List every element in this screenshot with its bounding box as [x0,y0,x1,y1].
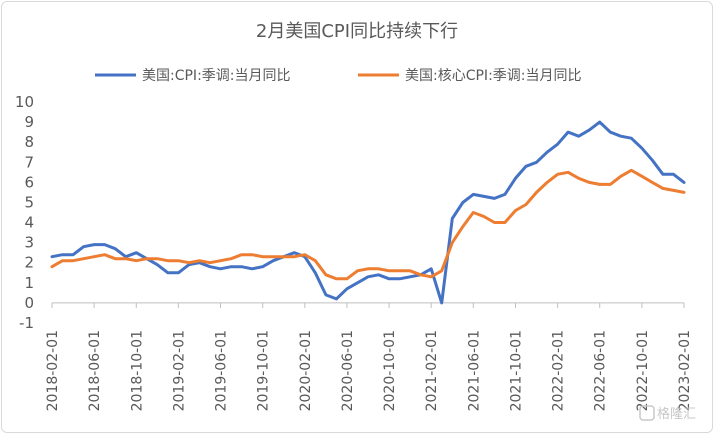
y-tick-label: 10 [15,93,34,111]
x-tick-label: 2018-10-01 [129,330,145,411]
x-tick-label: 2019-10-01 [256,330,272,411]
y-axis: -1 0 1 2 3 4 5 6 7 8 9 10 [15,93,34,332]
y-tick-label: 7 [24,153,34,171]
y-tick-label: 4 [24,214,34,232]
watermark-logo-icon [639,405,655,421]
watermark-text: 格隆汇 [657,406,696,422]
y-tick-label: 5 [24,193,34,211]
y-tick-label: 2 [24,254,34,272]
x-tick-label: 2020-02-01 [298,330,314,411]
x-tick-label: 2018-06-01 [87,330,103,411]
legend: 美国:CPI:季调:当月同比 美国:核心CPI:季调:当月同比 [95,68,582,84]
y-tick-label: -1 [19,314,34,332]
x-tick-label: 2021-10-01 [508,330,524,411]
x-tick-label: 2022-06-01 [593,330,609,411]
x-tick-label: 2021-06-01 [466,330,482,411]
x-axis: 2018-02-01 2018-06-01 2018-10-01 2019-02-01… [45,302,693,411]
x-tick-label: 2022-02-01 [551,330,567,411]
legend-label-core-cpi: 美国:核心CPI:季调:当月同比 [405,68,582,84]
x-tick-label: 2019-06-01 [214,330,230,411]
x-tick-label: 2019-02-01 [171,330,187,411]
cpi-series-line [50,120,686,305]
legend-label-cpi: 美国:CPI:季调:当月同比 [142,68,291,84]
x-tick-label: 2020-10-01 [382,330,398,411]
watermark: 格隆汇 [639,405,696,422]
x-tick-label: 2022-10-01 [635,330,651,411]
y-tick-label: 8 [24,133,34,151]
y-tick-label: 3 [24,234,34,252]
series-lines [50,120,686,305]
y-tick-label: 6 [24,173,34,191]
x-tick-label: 2023-02-01 [677,330,693,411]
chart-title: 2月美国CPI同比持续下行 [256,21,458,42]
x-tick-label: 2021-02-01 [424,330,440,411]
x-tick-label: 2020-06-01 [340,330,356,411]
y-tick-label: 9 [24,113,34,131]
y-tick-label: 0 [24,294,34,312]
x-tick-label: 2018-02-01 [45,330,61,411]
core-cpi-series-line [50,168,686,281]
y-tick-label: 1 [24,274,34,292]
